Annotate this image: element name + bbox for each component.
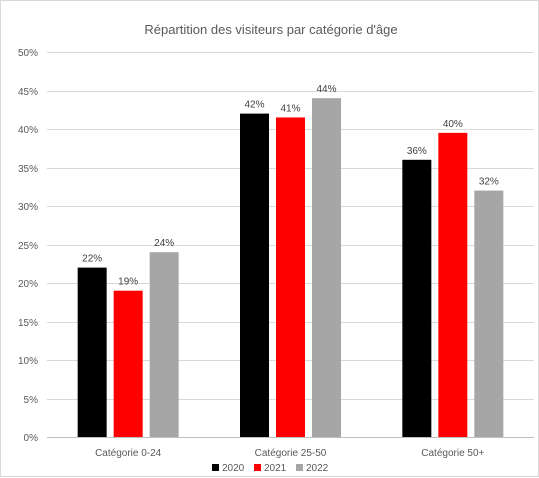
data-label: 19% — [118, 277, 138, 288]
bar-2022-3 — [474, 190, 504, 437]
y-tick-label: 30% — [18, 202, 38, 213]
y-tick-label: 45% — [18, 87, 38, 98]
bar-2020-1 — [77, 267, 107, 437]
category-label: Catégorie 0-24 — [95, 448, 162, 459]
data-label: 22% — [82, 254, 102, 265]
category-label: Catégorie 50+ — [421, 448, 484, 459]
bar-2022-2 — [312, 98, 341, 437]
x-axis-category-labels: Catégorie 0-24 Catégorie 25-50 Catégorie 5… — [95, 448, 484, 459]
y-tick-label: 20% — [18, 279, 38, 290]
data-labels: 22% 19% 24% 42% 41% 44% 36% 40% 32% — [82, 84, 499, 288]
y-tick-label: 50% — [18, 48, 38, 59]
legend-label: 2020 — [222, 463, 245, 474]
data-label: 44% — [316, 84, 336, 95]
y-axis-tick-labels: 0% 5% 10% 15% 20% 25% 30% 35% 40% 45% 50% — [18, 48, 38, 444]
data-label: 41% — [280, 103, 300, 114]
y-tick-label: 15% — [18, 318, 38, 329]
chart-title: Répartition des visiteurs par catégorie … — [144, 22, 397, 37]
y-tick-label: 0% — [24, 433, 39, 444]
legend-label: 2021 — [264, 463, 287, 474]
bar-2021-2 — [276, 117, 305, 437]
bar-2021-1 — [113, 290, 143, 437]
bars — [77, 98, 504, 438]
y-tick-label: 10% — [18, 356, 38, 367]
legend-swatch — [296, 464, 303, 471]
bar-2021-3 — [438, 132, 468, 437]
y-tick-label: 40% — [18, 125, 38, 136]
data-label: 40% — [443, 119, 463, 130]
data-label: 36% — [407, 146, 427, 157]
legend-swatch — [254, 464, 261, 471]
bar-2020-2 — [240, 113, 269, 437]
category-label: Catégorie 25-50 — [255, 448, 327, 459]
legend-swatch — [212, 464, 219, 471]
y-tick-label: 25% — [18, 241, 38, 252]
data-label: 32% — [479, 177, 499, 188]
legend: 2020 2021 2022 — [212, 463, 329, 474]
y-tick-label: 5% — [24, 395, 39, 406]
data-label: 24% — [154, 238, 174, 249]
y-tick-label: 35% — [18, 164, 38, 175]
bar-2020-3 — [402, 159, 432, 438]
legend-label: 2022 — [306, 463, 329, 474]
bar-2022-1 — [149, 252, 179, 437]
data-label: 42% — [244, 100, 264, 111]
